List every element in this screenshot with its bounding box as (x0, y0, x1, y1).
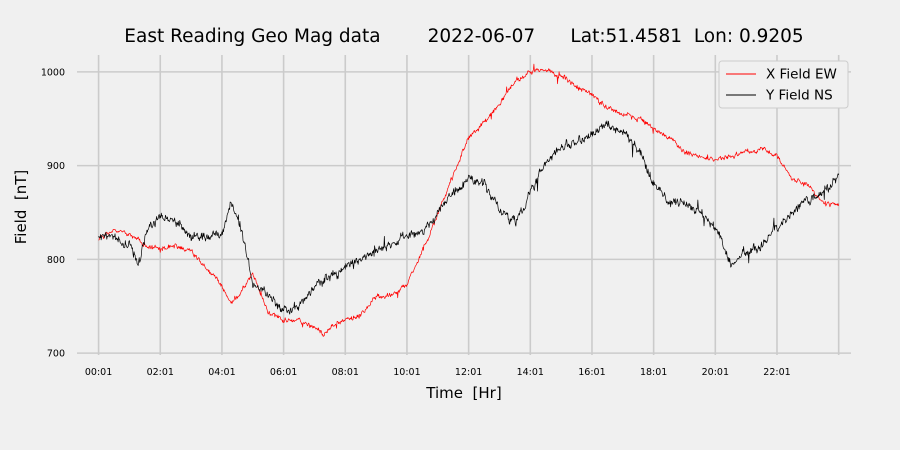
grid-layer (77, 55, 851, 355)
y-tick-label: 700 (47, 349, 65, 360)
series-line-y-field-ns (98, 120, 840, 315)
chart-title: East Reading Geo Mag data 2022-06-07 Lat… (124, 26, 803, 47)
legend: X Field EW Y Field NS (718, 60, 849, 109)
x-tick-label: 18:01 (640, 367, 667, 378)
x-tick-label: 00:01 (85, 367, 112, 378)
series-line-x-field-ew (98, 63, 840, 337)
y-axis-label: Field [nT] (12, 170, 30, 245)
x-tick-label: 16:01 (578, 367, 605, 378)
y-tick-label: 800 (47, 255, 65, 266)
legend-label-y-field: Y Field NS (765, 88, 833, 104)
x-tick-label: 14:01 (517, 367, 544, 378)
series-layer (98, 63, 840, 337)
x-tick-label: 08:01 (332, 367, 359, 378)
x-tick-labels: 00:01 02:01 04:01 06:01 08:01 10:01 12:01 14:01… (85, 367, 791, 378)
x-tick-label: 10:01 (393, 367, 420, 378)
y-tick-label: 900 (47, 161, 65, 172)
x-axis-label: Time [Hr] (425, 384, 501, 402)
x-tick-label: 02:01 (147, 367, 174, 378)
legend-label-x-field: X Field EW (766, 67, 837, 83)
x-tick-label: 22:01 (763, 367, 790, 378)
x-tick-label: 20:01 (702, 367, 729, 378)
y-tick-labels: 700 800 900 1000 (41, 67, 65, 359)
x-tick-label: 06:01 (270, 367, 297, 378)
y-tick-label: 1000 (41, 67, 65, 78)
legend-box (718, 60, 849, 109)
x-tick-label: 04:01 (208, 367, 235, 378)
x-tick-label: 12:01 (455, 367, 482, 378)
